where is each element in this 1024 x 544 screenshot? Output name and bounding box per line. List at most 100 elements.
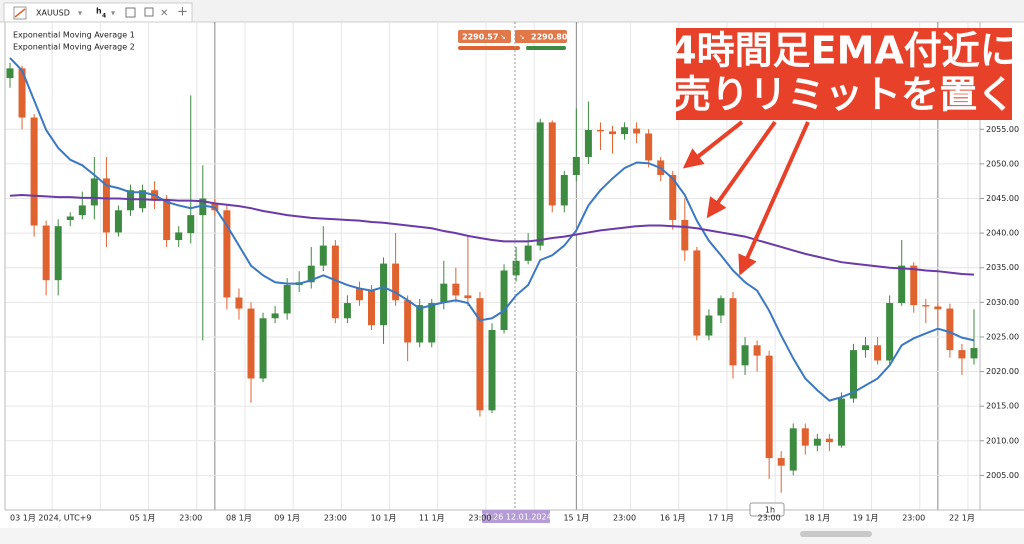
x-tick-label: 22 1月 [949,514,975,523]
candle-body [753,345,761,356]
candle-body [54,226,62,281]
candle-body [910,265,918,306]
candle-body [247,308,255,379]
candle-body [946,308,954,351]
candle-body [850,350,857,399]
candle-body [741,345,749,366]
buy-button[interactable] [515,30,567,43]
candle-body [78,205,86,216]
candle-body [428,303,436,343]
candle-body [898,265,906,304]
candle-body [175,232,183,241]
x-tick-label: 05 1月 [130,514,156,523]
interval-button[interactable] [749,502,785,517]
x-tick-label: 19 1月 [853,514,879,523]
x-tick-label: 10 1月 [371,514,397,523]
candle-body [536,122,544,246]
candle-body [524,245,532,261]
candle-body [199,198,207,216]
timeframe[interactable]: h [96,7,102,16]
candle-body [319,245,327,266]
candle-body [609,131,616,135]
candle-body [235,297,243,309]
symbol[interactable]: XAUUSD [36,9,70,18]
plot-area [5,22,980,510]
scrollbar[interactable] [0,528,1024,544]
candle-body [476,298,484,411]
candle-body [283,285,291,314]
candle-body [572,156,580,175]
toolbar-icon[interactable] [144,7,154,17]
dropdown[interactable]: ▾ [111,9,115,18]
legend-entry: Exponential Moving Average 1 [13,31,135,40]
candle-body [922,305,930,307]
sell-arrow: ↘ [500,33,506,41]
candle-body [669,174,677,220]
x-tick-label: 16 1月 [660,514,686,523]
candle-body [355,288,363,301]
x-tick-label: 03 1月 2024, UTC+9 [10,514,91,523]
candle-body [500,270,508,331]
sell-price[interactable]: 2290.57 [462,33,498,42]
candle-body [621,127,629,135]
sell-button[interactable] [458,30,511,43]
legend-entry: Exponential Moving Average 2 [13,43,135,52]
annotation-arrow [738,121,810,276]
candle-body [223,210,231,298]
x-tick-label: 23:00 [324,514,347,523]
candle-body [271,313,279,319]
y-tick-label: 2010.00 [986,436,1019,445]
candle-body [343,303,351,319]
candle-body [560,174,568,206]
candle-body [307,265,315,283]
candle-body [862,345,870,351]
y-tick-label: 2055.00 [986,125,1019,134]
candle-body [331,245,339,319]
candle-body [717,298,725,316]
y-tick-label: 2025.00 [986,332,1019,341]
ema-line [9,194,975,276]
x-tick-label: 23:00 [613,514,636,523]
buy-arrow: ↘ [519,33,525,41]
candle-body [681,219,689,251]
candle-body [633,128,641,134]
annotation-line: 売りリミットを置く [673,73,1015,117]
buy-bar [526,46,566,50]
candle-body [825,438,833,443]
x-tick-label: 23:00 [179,514,202,523]
x-tick-label: 23:00 [902,514,925,523]
interval-label[interactable]: 1h [765,506,775,515]
y-tick-label: 2040.00 [986,229,1019,238]
toolbar-icon[interactable] [125,7,136,18]
x-tick-label: 15 1月 [563,514,589,523]
candle-body [66,216,74,220]
y-tick-label: 2035.00 [986,263,1019,272]
candle-body [645,133,653,161]
crosshair-label: 11:26 12.01.2024 [480,513,551,522]
tab-bar [0,0,1024,22]
candle-body [548,122,556,206]
candle-body [90,178,98,206]
candle-body [464,295,472,299]
annotation-arrow [682,120,744,169]
candle-body [416,305,424,343]
candle-body [886,303,894,361]
buy-price[interactable]: 2290.80 [531,33,568,42]
ema-line [9,57,975,402]
candle-body [705,315,713,336]
annotation-line: 4時間足EMA付近に [670,29,1018,73]
candle-body [813,438,821,446]
timeframe-sub[interactable]: 4 [102,13,106,20]
add-tab[interactable]: + [177,5,188,20]
x-tick-label: 08 1月 [226,514,252,523]
y-tick-label: 2005.00 [986,471,1019,480]
candle-body [970,348,978,359]
candle-body [163,200,171,241]
candle-body [596,129,604,132]
dropdown[interactable]: ▾ [78,9,82,18]
candle-body [693,250,701,336]
candle-body [452,283,460,296]
close-tab[interactable]: ✕ [160,8,168,19]
candle-body [729,298,737,366]
scroll-thumb[interactable] [800,531,872,537]
